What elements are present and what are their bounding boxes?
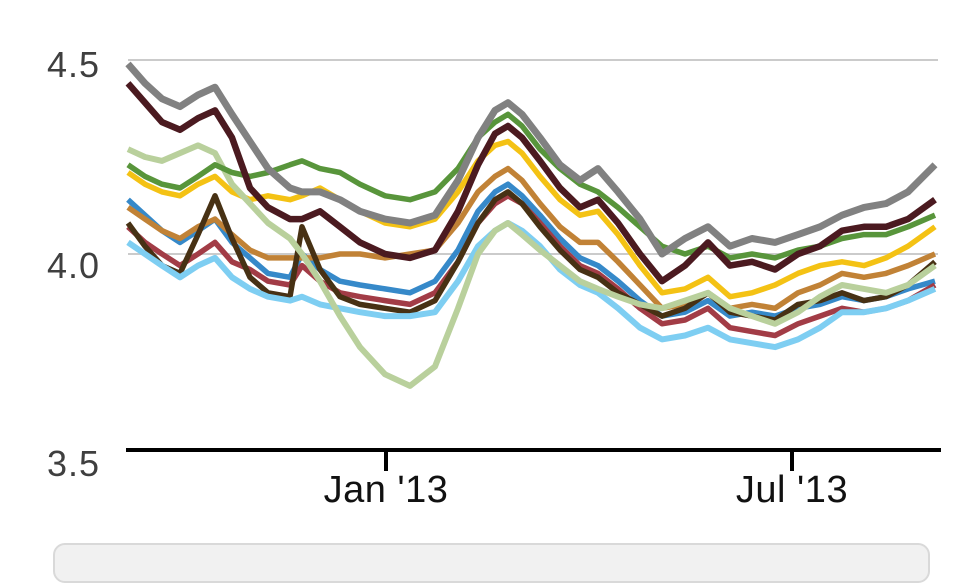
chart-plot-area [125,59,941,471]
line-series-sage-green [126,142,937,389]
line-series-gray [125,61,938,258]
x-axis-tick-label-jan13: Jan '13 [323,469,449,511]
line-series-dark-burgundy [125,81,937,285]
line-chart: 4.5 4.0 3.5 Jan '13 Jul '13 [46,44,941,583]
legend-box [53,543,930,583]
y-axis-tick-label-4-0: 4.0 [46,245,100,286]
line-series-ochre [126,165,937,312]
line-series-dark-brown [125,189,937,323]
y-axis-tick-label-4-5: 4.5 [46,44,100,85]
y-axis-tick-label-3-5: 3.5 [46,443,100,484]
x-axis-tick-label-jul13: Jul '13 [735,469,849,511]
